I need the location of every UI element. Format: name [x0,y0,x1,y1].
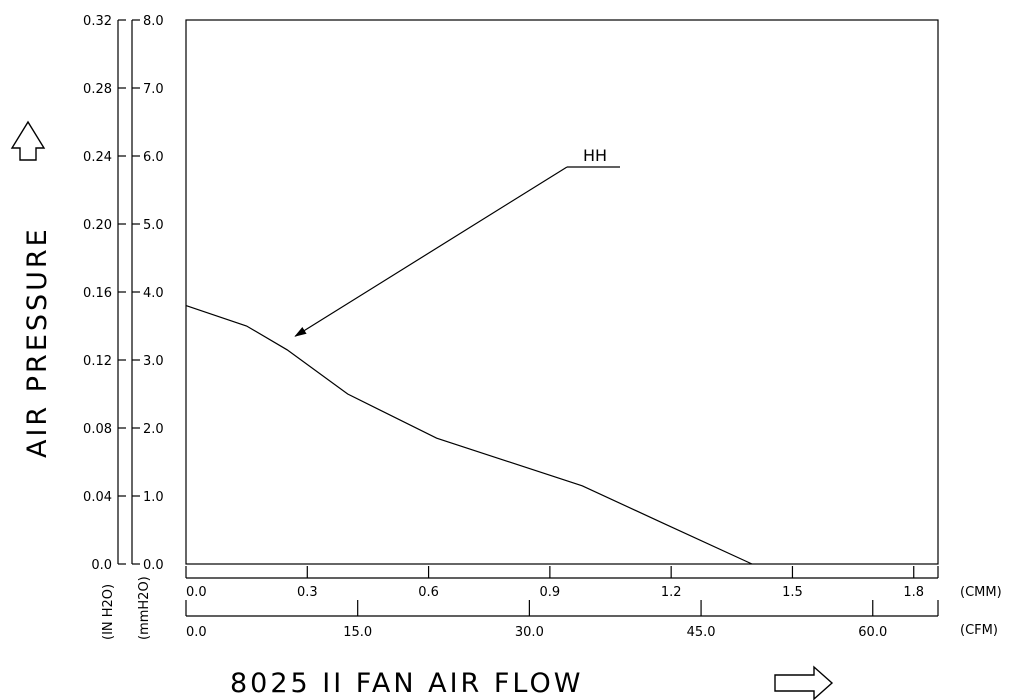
y-tick-label-mmh2o: 8.0 [143,14,164,29]
y-tick-label-mmh2o: 6.0 [143,150,164,165]
x-tick-label-cmm: 0.6 [418,585,439,600]
up-arrow-icon [10,120,46,161]
y-tick-label-inh2o: 0.24 [83,150,112,165]
x-tick-label-cfm: 30.0 [515,625,544,640]
y-tick-label-inh2o: 0.16 [83,286,112,301]
x-unit-cmm: (CMM) [960,585,1002,600]
series-line-hh [185,305,753,565]
x-tick-label-cmm: 1.8 [903,585,924,600]
y-tick-label-mmh2o: 4.0 [143,286,164,301]
x-tick-label-cmm: 1.5 [782,585,803,600]
x-axis-ticks: 0.0 0.3 0.6 0.9 1.2 1.5 1.8 0.0 15.0 30.0 45.0 60.0 [185,566,939,640]
x-tick-label-cmm: 0.3 [297,585,318,600]
x-tick-label-cmm: 1.2 [661,585,682,600]
x-tick-label-cfm: 0.0 [186,625,207,640]
series-label-hh: HH [583,146,607,165]
y-tick-label-mmh2o: 1.0 [143,490,164,505]
hh-leader-arrow [294,166,568,337]
y-tick-label-mmh2o: 5.0 [143,218,164,233]
y-unit-inh2o: (IN H2O) [101,584,116,640]
x-unit-cfm: (CFM) [960,623,998,638]
y-tick-label-mmh2o: 2.0 [143,422,164,437]
right-arrow-icon [774,665,834,700]
plot-frame [185,19,939,565]
y-tick-label-inh2o: 0.04 [83,490,112,505]
y-tick-label-inh2o: 0.08 [83,422,112,437]
x-tick-label-cmm: 0.9 [540,585,561,600]
y-tick-label-mmh2o: 7.0 [143,82,164,97]
y-tick-label-mmh2o: 3.0 [143,354,164,369]
x-tick-label-cfm: 45.0 [687,625,716,640]
y-tick-label-inh2o: 0.20 [83,218,112,233]
x-tick-label-cfm: 15.0 [343,625,372,640]
y-axis-label: AIR PRESSURE [22,226,53,458]
y-tick-label-inh2o: 0.28 [83,82,112,97]
y-tick-label-inh2o: 0.32 [83,14,112,29]
y-tick-label-inh2o: 0.12 [83,354,112,369]
y-axis-ticks: 0.0 0.04 0.08 0.12 0.16 0.20 0.24 0.28 0.32 0.0 1.… [83,14,164,573]
x-tick-label-cfm: 60.0 [858,625,887,640]
y-tick-label-inh2o: 0.0 [91,558,112,573]
y-tick-label-mmh2o: 0.0 [143,558,164,573]
y-unit-mmh2o: (mmH2O) [137,576,152,640]
chart-title: 8025 II FAN AIR FLOW [230,668,583,699]
x-tick-label-cmm: 0.0 [186,585,207,600]
